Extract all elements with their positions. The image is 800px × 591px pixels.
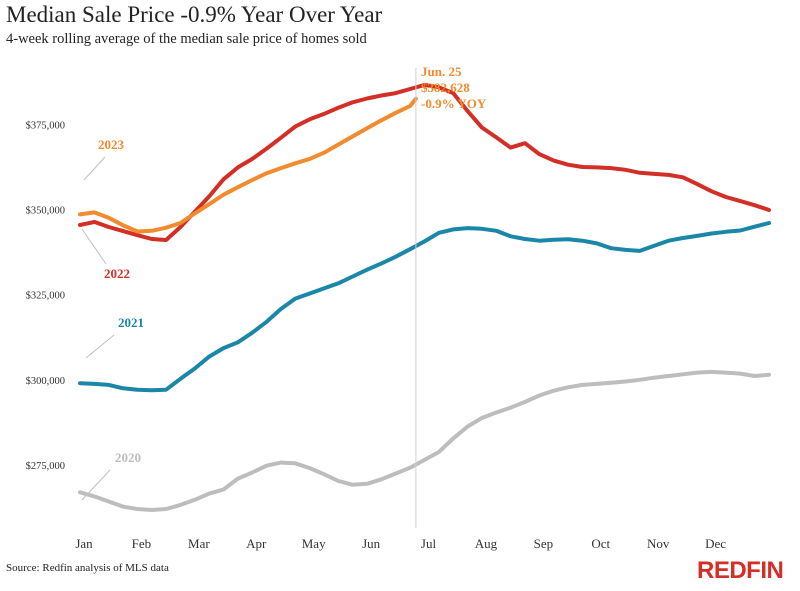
annotation-line: $382,628 bbox=[421, 80, 470, 95]
annotation: Jun. 25$382,628-0.9% YOY bbox=[415, 64, 487, 528]
series-line-2021 bbox=[78, 221, 771, 393]
x-tick-label: Aug bbox=[475, 536, 498, 551]
series-lines bbox=[78, 82, 771, 512]
x-tick-label: May bbox=[302, 536, 326, 551]
y-tick-label: $350,000 bbox=[26, 206, 65, 217]
series-label-leader bbox=[81, 469, 111, 501]
x-tick-label: Dec bbox=[705, 536, 726, 551]
series-label-2020: 2020 bbox=[115, 450, 141, 465]
x-tick-label: Sep bbox=[534, 536, 554, 551]
y-tick-label: $375,000 bbox=[26, 120, 65, 131]
y-tick-label: $275,000 bbox=[26, 461, 65, 472]
x-tick-label: Nov bbox=[647, 536, 670, 551]
annotation-line: -0.9% YOY bbox=[421, 96, 487, 111]
series-label-2021: 2021 bbox=[118, 315, 144, 330]
redfin-logo: REDFIN bbox=[697, 557, 784, 584]
series-line-2023 bbox=[78, 96, 418, 234]
x-tick-label: Apr bbox=[246, 536, 267, 551]
x-tick-label: Oct bbox=[591, 536, 610, 551]
series-label-leader bbox=[83, 156, 106, 181]
x-tick-label: Mar bbox=[188, 536, 210, 551]
x-tick-label: Jul bbox=[421, 536, 437, 551]
x-tick-label: Jun bbox=[362, 536, 381, 551]
series-line-2020 bbox=[78, 369, 771, 512]
annotation-line: Jun. 25 bbox=[421, 64, 462, 79]
source-note: Source: Redfin analysis of MLS data bbox=[6, 562, 169, 574]
series-label-leader bbox=[81, 228, 107, 265]
x-axis: Jan Feb Mar Apr May Jun Jul Aug Sep Oct Nov Dec bbox=[75, 536, 726, 551]
series-labels: 2023 2022 2021 2020 bbox=[81, 137, 144, 501]
x-tick-label: Feb bbox=[132, 536, 152, 551]
series-label-2023: 2023 bbox=[98, 137, 125, 152]
series-label-2022: 2022 bbox=[104, 266, 130, 281]
chart-title: Median Sale Price -0.9% Year Over Year bbox=[6, 2, 383, 27]
series-label-leader bbox=[85, 334, 115, 359]
y-tick-label: $325,000 bbox=[26, 291, 65, 302]
y-tick-label: $300,000 bbox=[26, 376, 65, 387]
x-tick-label: Jan bbox=[75, 536, 93, 551]
y-axis: $275,000 $300,000 $325,000 $350,000 $375,000 bbox=[26, 120, 65, 472]
chart-subtitle: 4-week rolling average of the median sal… bbox=[6, 31, 367, 47]
